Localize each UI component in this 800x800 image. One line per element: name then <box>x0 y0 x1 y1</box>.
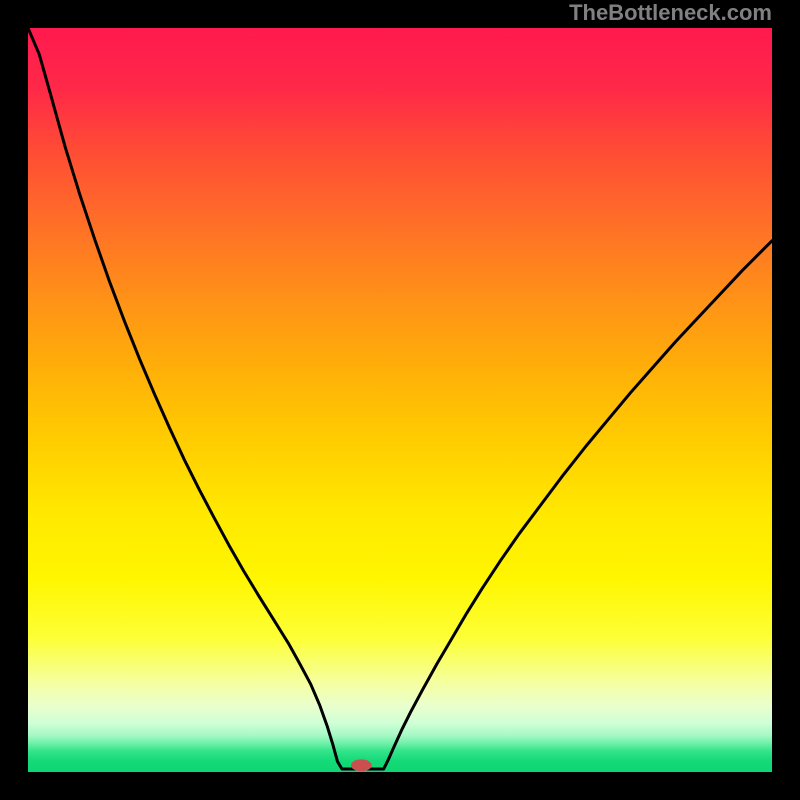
chart-svg <box>0 0 800 800</box>
optimal-point-marker <box>351 759 372 771</box>
plot-background <box>28 28 772 772</box>
bottleneck-chart: TheBottleneck.com <box>0 0 800 800</box>
watermark-text: TheBottleneck.com <box>569 2 772 24</box>
